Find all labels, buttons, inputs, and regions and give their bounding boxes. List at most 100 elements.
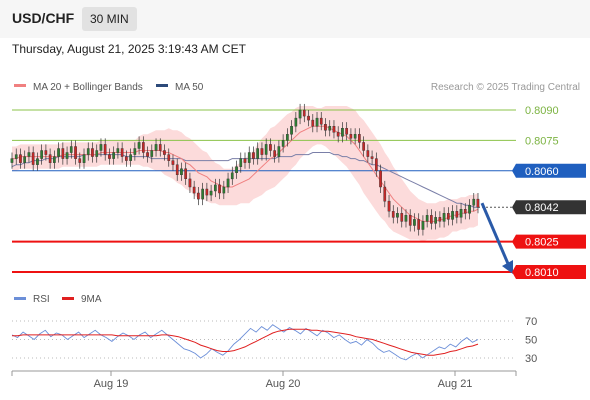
price-tag-label: 0.8010 [525,267,559,279]
candle-body [196,192,200,200]
chart-header-bar: USD/CHF 30 MIN [0,0,590,38]
rsi-tick-label: 70 [525,316,537,328]
candle-body [74,146,77,159]
candle-body [332,125,336,133]
candle-body [269,144,272,151]
price-tag-label: 0.8025 [525,237,559,249]
candle-body [451,211,454,220]
bollinger-bands [12,106,478,242]
candle-body [95,150,99,157]
bollinger-band-fill [12,106,478,242]
candle-body [319,117,323,125]
candle-body [91,148,94,157]
candle-body [442,213,446,222]
candle-body [307,115,310,121]
candle-body [387,200,391,212]
candle-body [243,158,247,163]
candle-body [188,178,192,188]
candle-body [31,152,35,165]
candle-body [23,156,26,163]
candle-body [358,134,361,143]
price-levels [12,109,516,273]
candle-body [260,148,264,155]
candle-body [14,154,18,159]
candle-body [366,150,370,157]
candle-body [438,217,442,222]
candle-body [175,164,179,175]
candle-body [459,208,463,218]
candle-body [247,152,251,163]
candle-body [324,123,327,131]
candle-body [48,154,52,163]
candle-body [112,152,115,159]
candle-body [463,208,467,214]
timeframe-badge[interactable]: 30 MIN [82,7,137,31]
candle-body [430,215,433,224]
candle-body [336,132,340,137]
candle-body [103,144,107,155]
candle-body [404,215,408,222]
candle-body [277,146,281,157]
forecast-arrow-shaft [480,202,511,267]
candle-body [235,166,238,173]
price-tag-bg-3 [512,200,586,215]
candle-body [78,158,82,163]
candle-body [65,152,69,159]
candle-body [57,148,60,157]
candle-body [86,148,90,155]
rsi-panel: RSI 9MA 70 50 30 [11,294,537,365]
main-legend: MA 20 + Bollinger Bands MA 50 Research © 2… [14,82,580,93]
candle-body [218,184,221,194]
candle-body [137,142,141,149]
x-tick-label: Aug 20 [266,378,301,390]
candle-body [302,109,306,117]
candle-body [69,146,73,153]
candle-body [379,170,382,188]
candle-body [345,127,348,135]
candle-body [413,219,416,226]
price-tags: 0.8090 0.8075 0.8060 0.8042 0.8025 0.8010 [512,105,586,279]
candle-body [154,144,158,151]
candle-body [425,215,429,222]
symbol-title: USD/CHF [12,10,75,26]
candle-body [370,156,374,159]
candle-body [298,109,302,119]
price-tag-label: 0.8042 [525,202,559,214]
price-tag-label: 0.8060 [525,166,559,178]
candle-body [341,127,344,137]
price-tag-bg-5 [512,265,586,279]
candle-body [209,190,213,196]
candle-body [349,134,353,139]
candle-body [391,211,395,218]
legend-swatch-rsi [14,297,26,300]
legend-ma20: MA 20 + Bollinger Bands [33,82,143,93]
candle-body [116,148,120,153]
candle-body [252,152,255,159]
candle-body [281,140,285,147]
legend-swatch-9ma [62,297,74,300]
candle-body [167,154,171,161]
candle-body [27,152,31,157]
candle-body [476,198,480,208]
legend-swatch-ma50 [156,84,168,87]
candle-body [129,154,132,161]
candle-body [417,219,420,230]
candle-body [53,156,56,163]
price-tag-bg-2 [512,163,586,178]
candle-body [383,186,387,202]
candle-body [205,188,209,196]
candle-body [311,119,315,127]
candle-body [36,158,39,165]
candle-body [150,150,154,157]
x-tick-label: Aug 21 [438,378,473,390]
candle-body [455,211,459,218]
candle-body [124,156,128,161]
price-tag-bg-4 [512,234,586,249]
candle-body [315,117,319,127]
candle-body [158,144,162,151]
candle-body [421,221,425,230]
ma20-line [12,125,479,222]
candle-body [264,144,268,155]
rsi-line [11,324,479,361]
